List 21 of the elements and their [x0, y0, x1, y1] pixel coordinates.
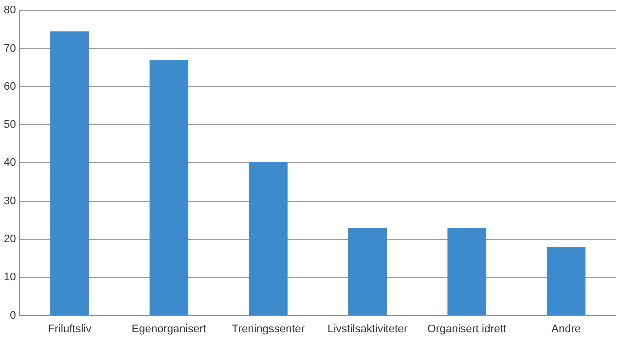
- x-tick-label: Organisert idrett: [428, 323, 506, 336]
- y-tick-label: 10: [4, 272, 16, 284]
- y-tick-label: 0: [10, 310, 16, 322]
- x-tick-label: Andre: [552, 323, 582, 336]
- x-tick-label: Livstilsaktiviteter: [328, 323, 408, 336]
- bar: [448, 228, 486, 316]
- bar: [348, 228, 388, 316]
- y-tick-label: 30: [4, 195, 16, 208]
- x-tick-label: Egenorganisert: [132, 323, 206, 336]
- y-tick-label: 40: [4, 157, 16, 170]
- y-tick-label: 20: [4, 234, 16, 246]
- bar: [50, 32, 90, 316]
- y-tick-label: 80: [4, 4, 16, 17]
- bar: [546, 247, 586, 316]
- x-tick-label: Treningssenter: [232, 323, 306, 336]
- bar: [249, 162, 288, 316]
- y-tick-label: 60: [4, 80, 16, 93]
- y-tick-label: 50: [4, 119, 16, 132]
- x-tick-label: Friluftsliv: [48, 323, 92, 336]
- y-tick-label: 70: [4, 42, 16, 55]
- bar: [150, 60, 189, 316]
